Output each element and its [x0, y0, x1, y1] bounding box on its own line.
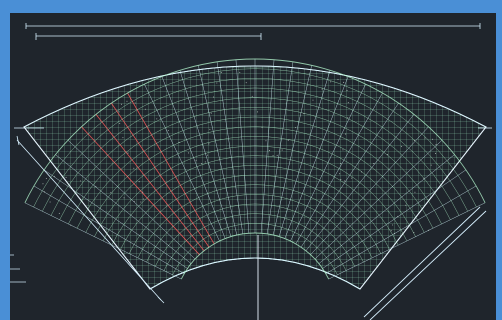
grid-node-dot	[413, 232, 414, 233]
grid-node-dot	[312, 100, 313, 101]
grid-node-dot	[361, 171, 362, 172]
grid-node-dot	[295, 127, 296, 128]
grid-node-dot	[397, 216, 398, 217]
grid-node-dot	[133, 168, 134, 169]
grid-node-dot	[122, 137, 123, 138]
grid-node-dot	[134, 201, 135, 202]
grid-node-dot	[257, 111, 258, 112]
grid-node-dot	[330, 81, 331, 82]
grid-node-dot	[401, 146, 402, 147]
grid-node-dot	[156, 118, 157, 119]
left-markers	[10, 255, 26, 282]
grid-node-dot	[211, 113, 212, 114]
grid-node-dot	[345, 134, 346, 135]
grid-node-dot	[142, 192, 143, 193]
grid-node-dot	[226, 66, 227, 67]
grid-node-dot	[340, 163, 341, 164]
grid-node-dot	[205, 161, 206, 162]
grid-node-dot	[269, 150, 270, 151]
grid-node-dot	[140, 201, 141, 202]
grid-node-dot	[127, 153, 128, 154]
grid-node-dot	[145, 109, 146, 110]
grid-node-dot	[402, 233, 403, 234]
grid-node-dot	[392, 224, 393, 225]
grid-node-dot	[373, 163, 374, 164]
grid-node-dot	[273, 155, 274, 156]
grid-node-dot	[431, 165, 432, 166]
grid-node-dot	[54, 176, 55, 177]
grid-node-dot	[277, 155, 278, 156]
grid-node-dot	[119, 123, 120, 124]
grid-node-dot	[42, 183, 43, 184]
grid-node-dot	[213, 97, 214, 98]
grid-node-dot	[135, 103, 136, 104]
grid-node-dot	[414, 192, 415, 193]
grid-node-dot	[139, 181, 140, 182]
grid-node-dot	[347, 117, 348, 118]
grid-node-dot	[344, 180, 345, 181]
cad-drawing	[10, 13, 496, 320]
grid-node-dot	[348, 102, 349, 103]
grid-node-dot	[209, 129, 210, 130]
grid-node-dot	[216, 82, 217, 83]
grid-node-dot	[221, 72, 222, 73]
grid-node-dot	[337, 79, 338, 80]
grid-node-dot	[121, 104, 122, 105]
grid-node-dot	[196, 160, 197, 161]
grid-node-dot	[342, 149, 343, 150]
cad-canvas[interactable]	[10, 13, 496, 320]
grid-node-dot	[428, 230, 429, 231]
grid-node-dot	[44, 191, 45, 192]
grid-node-dot	[351, 178, 352, 179]
grid-node-dot	[435, 153, 436, 154]
grid-node-dot	[346, 90, 347, 91]
grid-node-dot	[110, 192, 111, 193]
grid-node-dot	[168, 130, 169, 131]
grid-node-dot	[340, 179, 341, 180]
grid-node-dot	[143, 199, 144, 200]
grid-node-dot	[423, 178, 424, 179]
grid-node-dot	[265, 140, 266, 141]
grid-node-dot	[405, 205, 406, 206]
grid-node-dot	[414, 140, 415, 141]
grid-node-dot	[387, 154, 388, 155]
grid-node-dot	[252, 96, 253, 97]
left-radial-end-tick	[158, 297, 164, 303]
grid-node-dot	[70, 225, 71, 226]
grid-node-dot	[394, 233, 395, 234]
grid-node-dot	[59, 213, 60, 214]
grid-node-dot	[66, 177, 67, 178]
grid-node-dot	[46, 178, 47, 179]
grid-node-dot	[80, 180, 81, 181]
grid-node-dot	[432, 139, 433, 140]
grid-node-dot	[239, 72, 240, 73]
grid-node-dot	[179, 142, 180, 143]
grid-node-dot	[50, 201, 51, 202]
grid-node-dot	[322, 89, 323, 90]
grid-node-dot	[123, 197, 124, 198]
grid-node-dot	[391, 230, 392, 231]
grid-node-dot	[343, 82, 344, 83]
grid-node-dot	[303, 113, 304, 114]
grid-node-dot	[339, 173, 340, 174]
grid-node-dot	[95, 186, 96, 187]
grid-node-dot	[188, 152, 189, 153]
grid-node-dot	[282, 150, 283, 151]
grid-node-dot	[201, 163, 202, 164]
grid-node-dot	[118, 111, 119, 112]
grid-node-dot	[262, 127, 263, 128]
grid-node-dot	[436, 144, 437, 145]
grid-node-dot	[233, 66, 234, 67]
grid-node-dot	[246, 82, 247, 83]
grid-node-dot	[207, 155, 208, 156]
grid-node-dot	[208, 143, 209, 144]
grid-node-dot	[425, 137, 426, 138]
grid-node-dot	[126, 101, 127, 102]
grid-node-dot	[288, 140, 289, 141]
